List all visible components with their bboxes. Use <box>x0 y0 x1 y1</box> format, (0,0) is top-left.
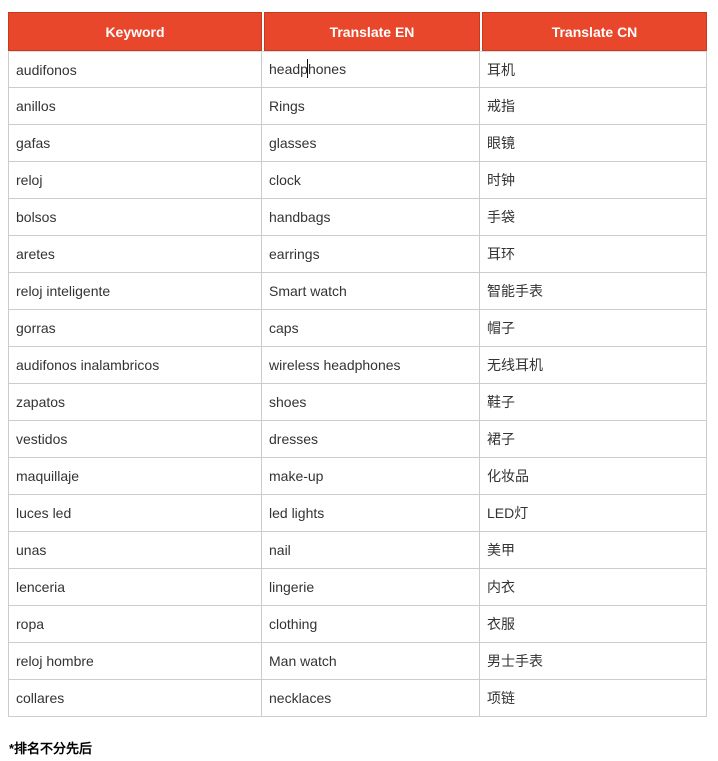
translate-cn-cell[interactable]: 眼镜 <box>480 125 707 162</box>
table-row: anillos Rings 戒指 <box>8 88 707 125</box>
translate-en-cell[interactable]: necklaces <box>262 680 480 717</box>
table-row: gorras caps 帽子 <box>8 310 707 347</box>
translate-cn-cell[interactable]: 耳环 <box>480 236 707 273</box>
translate-cn-cell[interactable]: 手袋 <box>480 199 707 236</box>
keyword-cell[interactable]: luces led <box>8 495 262 532</box>
table-row: bolsos handbags 手袋 <box>8 199 707 236</box>
translate-en-cell[interactable]: Man watch <box>262 643 480 680</box>
keyword-cell[interactable]: reloj hombre <box>8 643 262 680</box>
keyword-cell[interactable]: gafas <box>8 125 262 162</box>
keyword-cell[interactable]: reloj inteligente <box>8 273 262 310</box>
table-row: luces led led lights LED灯 <box>8 495 707 532</box>
table-row: audifonos headphones 耳机 <box>8 51 707 88</box>
keyword-cell[interactable]: maquillaje <box>8 458 262 495</box>
keyword-cell[interactable]: audifonos <box>8 51 262 88</box>
table-row: unas nail 美甲 <box>8 532 707 569</box>
translate-en-cell[interactable]: lingerie <box>262 569 480 606</box>
table-body: audifonos headphones 耳机 anillos Rings 戒指… <box>8 51 707 717</box>
translate-en-cell[interactable]: caps <box>262 310 480 347</box>
table-row: ropa clothing 衣服 <box>8 606 707 643</box>
translate-en-cell[interactable]: shoes <box>262 384 480 421</box>
translate-en-cell[interactable]: led lights <box>262 495 480 532</box>
translate-cn-cell[interactable]: 美甲 <box>480 532 707 569</box>
translate-cn-cell[interactable]: 项链 <box>480 680 707 717</box>
translate-cn-cell[interactable]: 化妆品 <box>480 458 707 495</box>
translate-cn-cell[interactable]: 耳机 <box>480 51 707 88</box>
translate-cn-cell[interactable]: 鞋子 <box>480 384 707 421</box>
table-row: maquillaje make-up 化妆品 <box>8 458 707 495</box>
table-row: aretes earrings 耳环 <box>8 236 707 273</box>
translate-cn-cell[interactable]: 智能手表 <box>480 273 707 310</box>
keyword-cell[interactable]: vestidos <box>8 421 262 458</box>
keyword-cell[interactable]: lenceria <box>8 569 262 606</box>
translate-en-cell[interactable]: nail <box>262 532 480 569</box>
table-row: collares necklaces 项链 <box>8 680 707 717</box>
keyword-cell[interactable]: aretes <box>8 236 262 273</box>
keyword-cell[interactable]: anillos <box>8 88 262 125</box>
translate-en-cell[interactable]: clock <box>262 162 480 199</box>
col-header-translate-en[interactable]: Translate EN <box>262 12 480 51</box>
translate-en-cell[interactable]: earrings <box>262 236 480 273</box>
translate-cn-cell[interactable]: 无线耳机 <box>480 347 707 384</box>
translate-cn-cell[interactable]: 衣服 <box>480 606 707 643</box>
translate-cn-cell[interactable]: 帽子 <box>480 310 707 347</box>
table-row: reloj inteligente Smart watch 智能手表 <box>8 273 707 310</box>
col-header-translate-cn[interactable]: Translate CN <box>480 12 707 51</box>
keyword-cell[interactable]: audifonos inalambricos <box>8 347 262 384</box>
translate-en-cell[interactable]: wireless headphones <box>262 347 480 384</box>
col-header-keyword[interactable]: Keyword <box>8 12 262 51</box>
keyword-cell[interactable]: zapatos <box>8 384 262 421</box>
table-row: reloj hombre Man watch 男士手表 <box>8 643 707 680</box>
table-row: zapatos shoes 鞋子 <box>8 384 707 421</box>
translate-cn-cell[interactable]: 男士手表 <box>480 643 707 680</box>
footnote[interactable]: *排名不分先后 <box>9 741 93 756</box>
table-row: lenceria lingerie 内衣 <box>8 569 707 606</box>
table-header-row: Keyword Translate EN Translate CN <box>8 12 707 51</box>
keyword-cell[interactable]: bolsos <box>8 199 262 236</box>
translate-en-cell[interactable]: dresses <box>262 421 480 458</box>
translate-cn-cell[interactable]: 时钟 <box>480 162 707 199</box>
translate-en-cell[interactable]: make-up <box>262 458 480 495</box>
keyword-cell[interactable]: ropa <box>8 606 262 643</box>
translate-cn-cell[interactable]: 裙子 <box>480 421 707 458</box>
table-row: vestidos dresses 裙子 <box>8 421 707 458</box>
translate-en-cell[interactable]: Rings <box>262 88 480 125</box>
table-row: gafas glasses 眼镜 <box>8 125 707 162</box>
translate-en-cell[interactable]: Smart watch <box>262 273 480 310</box>
keyword-cell[interactable]: reloj <box>8 162 262 199</box>
keyword-cell[interactable]: unas <box>8 532 262 569</box>
keyword-cell[interactable]: collares <box>8 680 262 717</box>
translate-en-cell[interactable]: handbags <box>262 199 480 236</box>
table-row: audifonos inalambricos wireless headphon… <box>8 347 707 384</box>
translate-en-cell[interactable]: glasses <box>262 125 480 162</box>
translate-en-cell[interactable]: headphones <box>262 51 480 88</box>
keyword-cell[interactable]: gorras <box>8 310 262 347</box>
translate-en-cell[interactable]: clothing <box>262 606 480 643</box>
translate-cn-cell[interactable]: LED灯 <box>480 495 707 532</box>
translation-table: Keyword Translate EN Translate CN audifo… <box>8 12 707 717</box>
table-row: reloj clock 时钟 <box>8 162 707 199</box>
translate-cn-cell[interactable]: 内衣 <box>480 569 707 606</box>
translate-cn-cell[interactable]: 戒指 <box>480 88 707 125</box>
text-cursor <box>307 59 309 79</box>
